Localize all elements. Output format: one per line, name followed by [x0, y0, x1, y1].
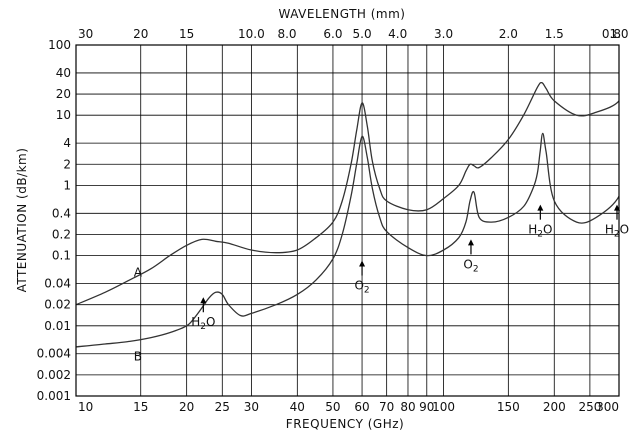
annotation-label: O2: [354, 279, 369, 296]
annotation-arrow-head: [359, 260, 366, 267]
y-tick-label: 1: [63, 178, 71, 192]
series-line-a: [76, 81, 619, 306]
x-tick-label: 80: [400, 400, 415, 414]
wavelength-tick-label: 30: [78, 27, 93, 41]
series: [76, 81, 619, 348]
annotation-label: H2O: [191, 315, 215, 332]
wavelength-tick-label: 8.0: [277, 27, 296, 41]
annotation-label: H2O: [528, 223, 552, 240]
x-tick-label: 30: [244, 400, 259, 414]
y-tick-label: 0.001: [37, 389, 71, 403]
wavelength-tick-label: 1.5: [545, 27, 564, 41]
x-tick-label: 100: [432, 400, 455, 414]
x-tick-label: 20: [179, 400, 194, 414]
x-tick-label: 90: [419, 400, 434, 414]
y-tick-label: 40: [56, 66, 71, 80]
wavelength-tick-label: 4.0: [388, 27, 407, 41]
y-tick-label: 0.01: [44, 319, 71, 333]
wavelength-tick-label: 20: [133, 27, 148, 41]
annotation-arrow-head: [200, 297, 207, 304]
wavelength-tick-label: 3.0: [434, 27, 453, 41]
y-tick-label: 4: [63, 136, 71, 150]
annotation-arrow-head: [467, 239, 474, 246]
y-tick-label: 0.02: [44, 298, 71, 312]
x-tick-label: 150: [497, 400, 520, 414]
x-tick-label: 15: [133, 400, 148, 414]
plot-frame: [75, 44, 620, 397]
annotation-label: H2O: [605, 223, 629, 240]
annotations: A B H2O O2 O2 H2O H2O: [134, 204, 629, 364]
y-tick-label: 0.004: [37, 347, 71, 361]
y-tick-label: 0.2: [52, 227, 71, 241]
wavelength-tick-label: 1.0: [609, 27, 628, 41]
tick-labels: 0.001 0.002 0.004 0.01 0.02 0.04 0.1 0.2 0.4 1 2 4 1…: [37, 27, 629, 414]
wavelength-tick-label: 2.0: [499, 27, 518, 41]
wavelength-tick-label: 5.0: [353, 27, 372, 41]
annotation-arrow-head: [537, 204, 544, 211]
y-tick-label: 0.4: [52, 206, 71, 220]
x-tick-label: 10: [78, 400, 93, 414]
y-tick-label: 0.002: [37, 368, 71, 382]
series-label-b: B: [134, 350, 142, 364]
y-axis-title: ATTENUATION (dB/km): [15, 148, 29, 293]
x-tick-label: 25: [215, 400, 230, 414]
wavelength-tick-label: 6.0: [323, 27, 342, 41]
top-axis-title: WAVELENGTH (mm): [279, 7, 406, 21]
series-label-a: A: [134, 266, 143, 280]
wavelength-tick-label: 15: [179, 27, 194, 41]
y-tick-label: 2: [63, 157, 71, 171]
y-tick-label: 20: [56, 87, 71, 101]
x-tick-label: 70: [379, 400, 394, 414]
y-tick-label: 100: [48, 38, 71, 52]
x-tick-label: 60: [354, 400, 369, 414]
x-tick-label: 250: [578, 400, 601, 414]
x-tick-label: 40: [290, 400, 305, 414]
wavelength-tick-label: 0.8: [602, 27, 621, 41]
y-tick-label: 10: [56, 108, 71, 122]
y-tick-label: 0.1: [52, 249, 71, 263]
bottom-axis-title: FREQUENCY (GHz): [286, 417, 404, 431]
x-tick-label: 200: [543, 400, 566, 414]
grid: [75, 44, 620, 397]
y-tick-label: 0.04: [44, 277, 71, 291]
x-tick-label: 50: [325, 400, 340, 414]
series-line-b: [76, 132, 619, 348]
wavelength-tick-label: 10.0: [238, 27, 265, 41]
x-tick-label: 300: [596, 400, 619, 414]
annotation-label: O2: [463, 257, 478, 274]
